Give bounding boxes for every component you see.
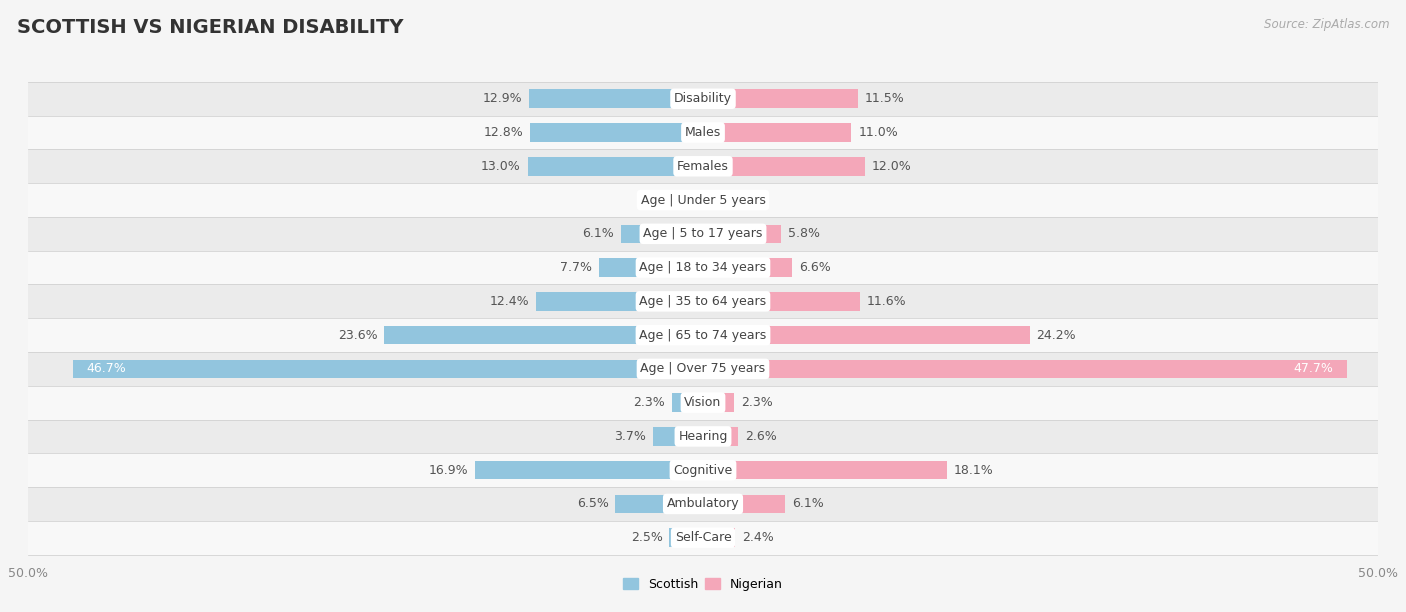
Text: 6.1%: 6.1% — [582, 227, 614, 241]
Text: 6.1%: 6.1% — [792, 498, 824, 510]
Text: Age | Over 75 years: Age | Over 75 years — [641, 362, 765, 375]
Bar — [28, 183, 1378, 217]
Bar — [599, 258, 703, 277]
Text: 18.1%: 18.1% — [955, 464, 994, 477]
Text: Self-Care: Self-Care — [675, 531, 731, 544]
Bar — [73, 360, 703, 378]
Bar — [703, 292, 859, 311]
Bar — [475, 461, 703, 479]
Text: 5.8%: 5.8% — [787, 227, 820, 241]
Bar — [529, 89, 703, 108]
Text: Disability: Disability — [673, 92, 733, 105]
Text: 12.0%: 12.0% — [872, 160, 911, 173]
Text: 46.7%: 46.7% — [86, 362, 127, 375]
Text: 2.5%: 2.5% — [631, 531, 662, 544]
Text: 11.5%: 11.5% — [865, 92, 904, 105]
Bar — [28, 386, 1378, 420]
Text: SCOTTISH VS NIGERIAN DISABILITY: SCOTTISH VS NIGERIAN DISABILITY — [17, 18, 404, 37]
Text: 6.6%: 6.6% — [799, 261, 831, 274]
Bar — [530, 123, 703, 142]
Bar — [703, 123, 852, 142]
Bar — [28, 521, 1378, 554]
Text: 1.6%: 1.6% — [643, 193, 675, 207]
Bar — [28, 352, 1378, 386]
Bar — [669, 528, 703, 547]
Bar — [28, 318, 1378, 352]
Text: Hearing: Hearing — [678, 430, 728, 443]
Text: 2.3%: 2.3% — [634, 396, 665, 409]
Bar — [28, 251, 1378, 285]
Text: Ambulatory: Ambulatory — [666, 498, 740, 510]
Bar — [28, 116, 1378, 149]
Text: 16.9%: 16.9% — [429, 464, 468, 477]
Text: 11.6%: 11.6% — [866, 295, 905, 308]
Bar — [28, 487, 1378, 521]
Bar — [703, 157, 865, 176]
Text: 2.6%: 2.6% — [745, 430, 776, 443]
Bar — [703, 427, 738, 446]
Bar — [28, 453, 1378, 487]
Text: 6.5%: 6.5% — [576, 498, 609, 510]
Text: 12.9%: 12.9% — [482, 92, 522, 105]
Bar — [616, 494, 703, 513]
Text: 23.6%: 23.6% — [337, 329, 378, 341]
Text: 1.3%: 1.3% — [727, 193, 759, 207]
Bar — [703, 461, 948, 479]
Bar — [672, 394, 703, 412]
Text: Males: Males — [685, 126, 721, 139]
Text: 2.4%: 2.4% — [742, 531, 773, 544]
Text: 12.4%: 12.4% — [489, 295, 529, 308]
Text: 47.7%: 47.7% — [1294, 362, 1333, 375]
Bar — [527, 157, 703, 176]
Text: Cognitive: Cognitive — [673, 464, 733, 477]
Bar — [703, 394, 734, 412]
Bar — [703, 225, 782, 243]
Text: 7.7%: 7.7% — [561, 261, 592, 274]
Bar — [28, 285, 1378, 318]
Text: Vision: Vision — [685, 396, 721, 409]
Text: Source: ZipAtlas.com: Source: ZipAtlas.com — [1264, 18, 1389, 31]
Text: Age | 5 to 17 years: Age | 5 to 17 years — [644, 227, 762, 241]
Bar — [536, 292, 703, 311]
Text: 11.0%: 11.0% — [858, 126, 898, 139]
Text: Age | 65 to 74 years: Age | 65 to 74 years — [640, 329, 766, 341]
Text: 13.0%: 13.0% — [481, 160, 520, 173]
Bar — [703, 258, 792, 277]
Bar — [384, 326, 703, 345]
Bar — [703, 326, 1029, 345]
Bar — [703, 494, 786, 513]
Text: 24.2%: 24.2% — [1036, 329, 1076, 341]
Bar — [28, 82, 1378, 116]
Bar — [703, 191, 720, 209]
Text: Females: Females — [678, 160, 728, 173]
Bar — [703, 528, 735, 547]
Text: Age | Under 5 years: Age | Under 5 years — [641, 193, 765, 207]
Bar — [703, 89, 858, 108]
Legend: Scottish, Nigerian: Scottish, Nigerian — [619, 573, 787, 596]
Text: Age | 35 to 64 years: Age | 35 to 64 years — [640, 295, 766, 308]
Text: 3.7%: 3.7% — [614, 430, 647, 443]
Bar — [28, 149, 1378, 183]
Text: 2.3%: 2.3% — [741, 396, 772, 409]
Bar — [28, 217, 1378, 251]
Bar — [682, 191, 703, 209]
Bar — [620, 225, 703, 243]
Bar — [652, 427, 703, 446]
Bar — [28, 420, 1378, 453]
Bar — [703, 360, 1347, 378]
Text: Age | 18 to 34 years: Age | 18 to 34 years — [640, 261, 766, 274]
Text: 12.8%: 12.8% — [484, 126, 523, 139]
